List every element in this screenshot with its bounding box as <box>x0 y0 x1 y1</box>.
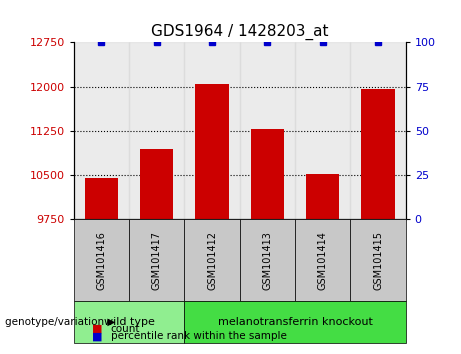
Text: ■: ■ <box>92 331 106 341</box>
Text: melanotransferrin knockout: melanotransferrin knockout <box>218 317 372 327</box>
Bar <box>74 42 129 219</box>
Bar <box>240 42 295 219</box>
Text: GSM101412: GSM101412 <box>207 231 217 290</box>
Bar <box>129 42 184 219</box>
Title: GDS1964 / 1428203_at: GDS1964 / 1428203_at <box>151 23 329 40</box>
Text: GSM101417: GSM101417 <box>152 231 162 290</box>
Bar <box>251 129 284 219</box>
Text: GSM101415: GSM101415 <box>373 231 383 290</box>
Text: wild type: wild type <box>104 317 154 327</box>
Text: ■: ■ <box>92 324 106 333</box>
Text: count: count <box>111 324 140 333</box>
Text: genotype/variation ▶: genotype/variation ▶ <box>5 317 115 327</box>
Bar <box>184 42 240 219</box>
Bar <box>350 42 406 219</box>
Bar <box>295 42 350 219</box>
Bar <box>140 149 173 219</box>
Text: GSM101414: GSM101414 <box>318 231 328 290</box>
Bar <box>306 174 339 219</box>
Bar <box>195 84 229 219</box>
Text: percentile rank within the sample: percentile rank within the sample <box>111 331 287 341</box>
Bar <box>85 178 118 219</box>
Bar <box>361 89 395 219</box>
Text: GSM101416: GSM101416 <box>96 231 106 290</box>
Text: GSM101413: GSM101413 <box>262 231 272 290</box>
